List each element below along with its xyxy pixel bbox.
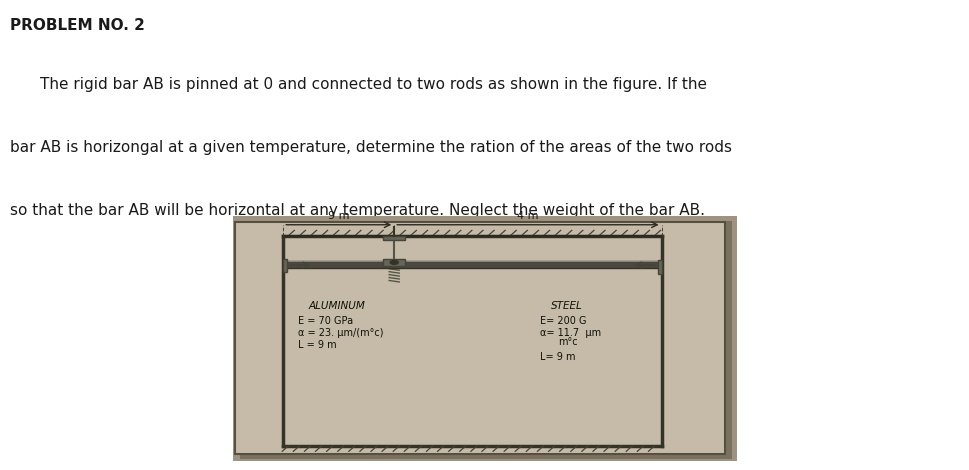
Circle shape	[390, 260, 398, 264]
Text: L= 9 m: L= 9 m	[540, 352, 576, 362]
Text: 4 m: 4 m	[516, 211, 538, 221]
Bar	[383, 259, 405, 266]
Bar	[383, 236, 405, 240]
Text: The rigid bar AB is pinned at 0 and connected to two rods as shown in the figure: The rigid bar AB is pinned at 0 and conn…	[40, 77, 706, 92]
Text: PROBLEM NO. 2: PROBLEM NO. 2	[10, 18, 144, 33]
Text: ALUMINUM: ALUMINUM	[308, 301, 365, 311]
Text: 9 m: 9 m	[328, 211, 349, 221]
Text: so that the bar AB will be horizontal at any temperature. Neglect the weight of : so that the bar AB will be horizontal at…	[10, 203, 704, 218]
Bar	[283, 259, 287, 273]
Text: m°c: m°c	[557, 337, 578, 346]
Text: L = 9 m: L = 9 m	[298, 340, 336, 350]
Text: α= 11.7  μm: α= 11.7 μm	[540, 328, 601, 338]
Text: E= 200 G: E= 200 G	[540, 316, 586, 326]
Text: STEEL: STEEL	[550, 301, 581, 311]
Text: α = 23. μm/(m°c): α = 23. μm/(m°c)	[298, 328, 384, 338]
Bar	[286, 261, 658, 268]
Bar	[657, 260, 661, 274]
Text: E = 70 GPa: E = 70 GPa	[298, 316, 353, 326]
Text: bar AB is horizongal at a given temperature, determine the ration of the areas o: bar AB is horizongal at a given temperat…	[10, 140, 732, 155]
